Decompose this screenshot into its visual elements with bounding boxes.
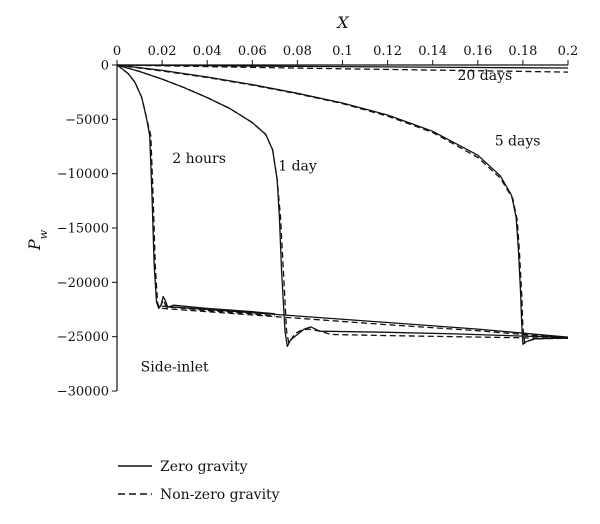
- annotation-label: Side-inlet: [141, 359, 209, 375]
- series-line-5-days-solid: [116, 64, 569, 345]
- series-line-bottom-line-dashed: [162, 307, 569, 339]
- axes: 0 0.02 0.04 0.06 0.08 0.1 0.12 0.14 0.16 0.18 0.2 0…: [57, 44, 579, 400]
- series-line-bottom-line-solid: [162, 305, 569, 338]
- x-tick-label: 0.2: [558, 44, 579, 59]
- legend: Zero gravity Non-zero gravity: [118, 459, 280, 503]
- y-tick-label: −5000: [65, 113, 109, 128]
- y-tick-label: −10000: [57, 167, 109, 182]
- x-tick-label: 0.12: [373, 44, 402, 59]
- x-tick-label: 0.18: [508, 44, 537, 59]
- x-tick-label: 0: [113, 44, 121, 59]
- y-tick-label: −15000: [57, 222, 109, 237]
- series-line-2-hours-dashed: [116, 64, 275, 317]
- legend-label-non-zero-gravity: Non-zero gravity: [160, 487, 280, 503]
- y-tick-label: −20000: [57, 276, 109, 291]
- annotation-label: 1 day: [278, 158, 317, 174]
- annotation-label: 2 hours: [172, 151, 226, 167]
- y-axis-title-main: P: [25, 239, 44, 251]
- y-tick-label: −25000: [57, 330, 109, 345]
- series-line-1-day-solid: [116, 64, 569, 348]
- x-axis-title: X: [335, 13, 349, 32]
- annotation-layer: 2 hours 1 day 5 days 20 days Side-inlet: [141, 68, 541, 375]
- series-line-20-days-solid: [116, 64, 569, 69]
- annotation-label: 5 days: [495, 133, 541, 149]
- x-tick-label: 0.02: [148, 44, 177, 59]
- y-tick-label: −30000: [57, 385, 109, 400]
- series-line-20-days-dashed: [116, 64, 569, 73]
- x-tick-label: 0.14: [418, 44, 447, 59]
- series-line-1-day-dashed: [116, 64, 569, 344]
- y-axis-title-sub: w: [37, 229, 50, 239]
- series-layer: [116, 64, 569, 348]
- annotation-label: 20 days: [458, 68, 513, 84]
- x-tick-label: 0.1: [332, 44, 353, 59]
- x-tick-label: 0.04: [193, 44, 222, 59]
- x-tick-label: 0.06: [238, 44, 267, 59]
- y-axis-title: Pw: [25, 229, 50, 251]
- x-tick-label: 0.08: [283, 44, 312, 59]
- y-tick-label: 0: [101, 59, 109, 74]
- legend-label-zero-gravity: Zero gravity: [160, 459, 248, 475]
- series-line-2-hours-solid: [116, 64, 275, 315]
- x-tick-label: 0.16: [463, 44, 492, 59]
- series-line-5-days-dashed: [116, 64, 569, 344]
